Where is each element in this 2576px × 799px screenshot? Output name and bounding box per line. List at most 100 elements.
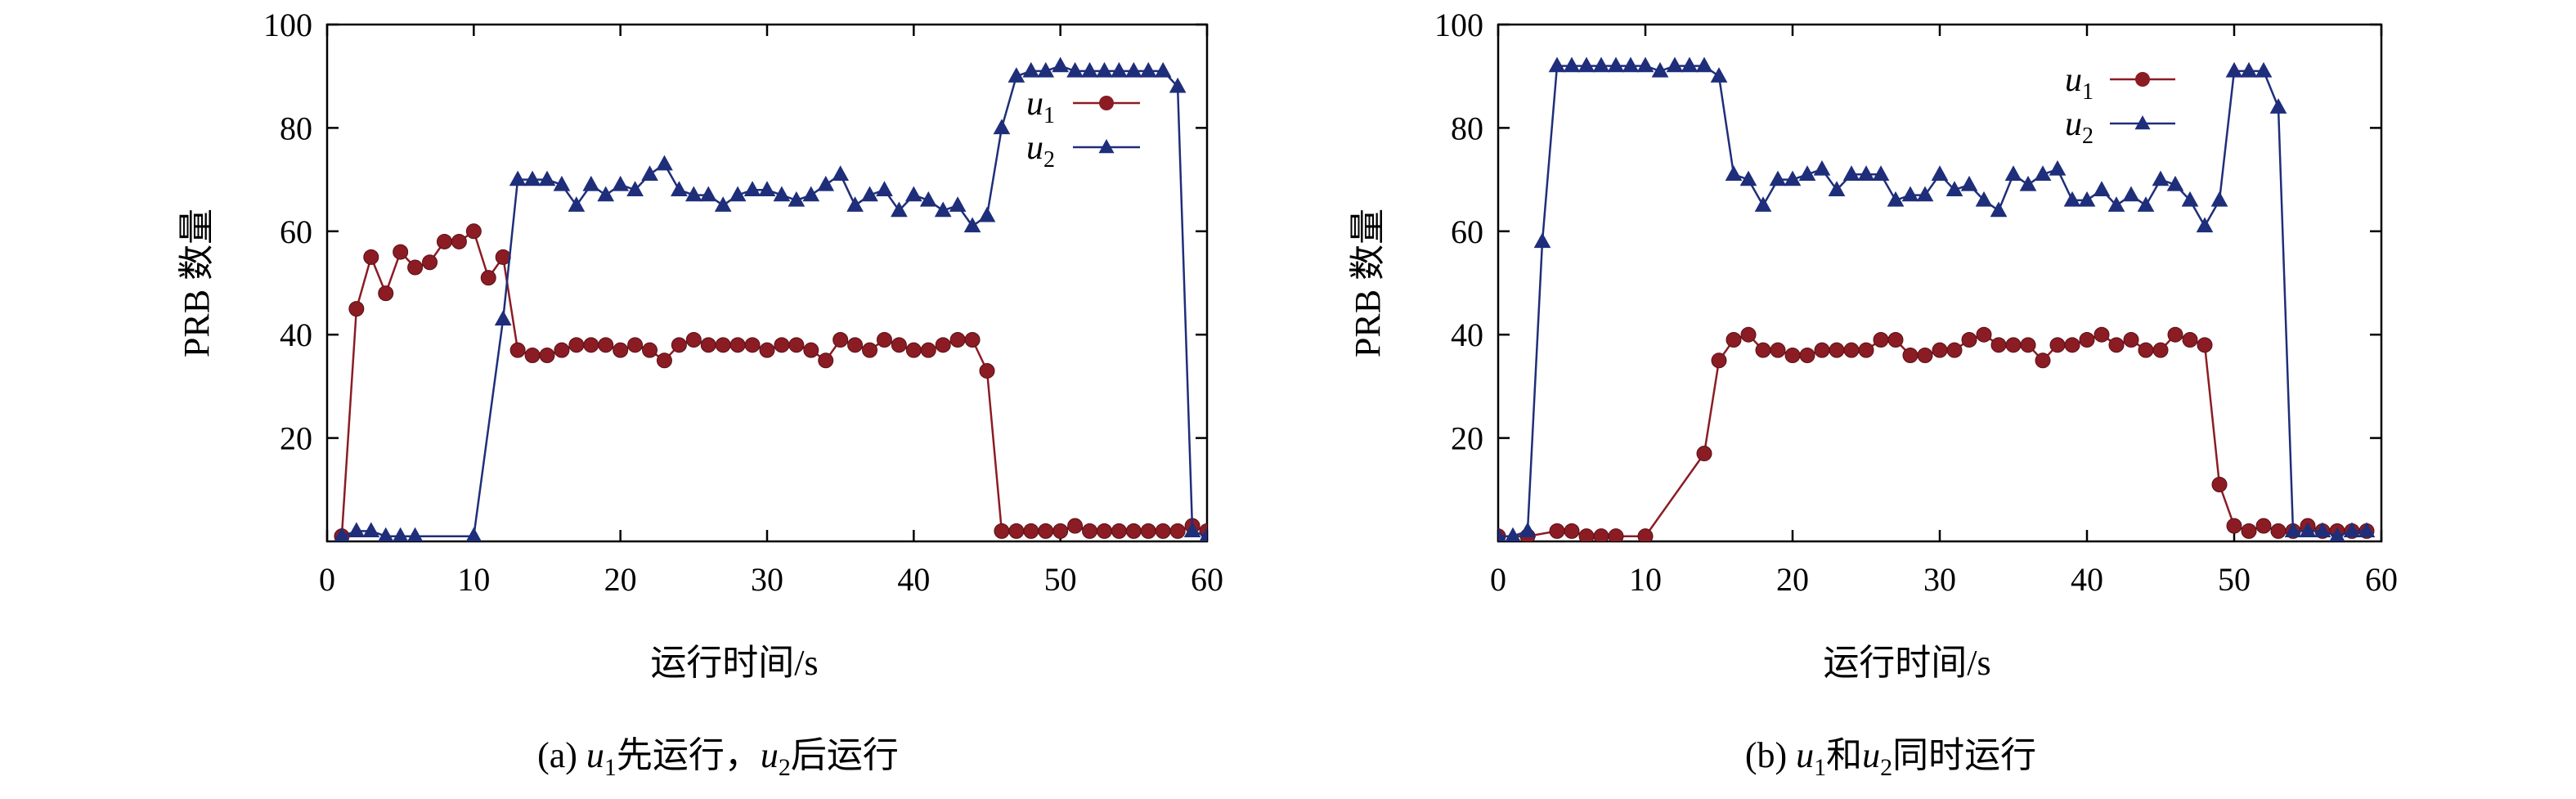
- data-point-u2: [978, 206, 996, 222]
- data-point-u2: [2049, 159, 2067, 176]
- data-point-u1: [2079, 332, 2095, 348]
- data-point-u2: [1857, 165, 1875, 181]
- y-tick-label: 20: [280, 420, 312, 457]
- data-point-u2: [465, 527, 482, 541]
- data-point-u2: [817, 175, 835, 191]
- data-point-u1: [1887, 332, 1904, 348]
- series-line-u2: [1498, 65, 2367, 538]
- y-tick-label: 80: [1451, 110, 1483, 146]
- figure-caption: (b) u1和u2同时运行: [1745, 735, 2036, 781]
- legend-label-main: u: [1026, 85, 1043, 123]
- data-point-u2: [1622, 56, 1640, 73]
- data-point-u2: [2063, 191, 2081, 207]
- data-point-u1: [1082, 523, 1098, 539]
- data-point-u1: [2035, 352, 2051, 369]
- x-tick-label: 30: [1923, 561, 1956, 598]
- data-point-u1: [1038, 523, 1054, 539]
- data-point-u2: [1945, 181, 1963, 196]
- data-point-u2: [993, 119, 1011, 135]
- data-point-u2: [904, 186, 922, 202]
- data-point-u2: [861, 186, 878, 202]
- x-tick-label: 50: [2218, 561, 2251, 598]
- data-point-u2: [684, 186, 702, 202]
- data-point-u2: [1651, 61, 1669, 78]
- data-point-u2: [1022, 61, 1040, 78]
- data-point-u1: [935, 337, 951, 353]
- data-point-u1: [480, 270, 496, 286]
- data-point-u2: [1636, 56, 1654, 73]
- y-tick-label: 60: [280, 213, 312, 250]
- data-point-u2: [334, 527, 350, 541]
- x-tick-label: 20: [604, 561, 637, 598]
- data-point-u1: [2167, 326, 2183, 343]
- data-point-u1: [2138, 342, 2154, 358]
- data-point-u2: [699, 186, 717, 202]
- data-point-u2: [788, 191, 806, 207]
- data-point-u1: [509, 342, 526, 358]
- x-tick-label: 0: [1490, 561, 1506, 598]
- data-point-u1: [2005, 337, 2022, 353]
- data-point-u1: [994, 523, 1010, 539]
- series-u2: [1498, 56, 2376, 541]
- data-point-u1: [920, 342, 936, 358]
- data-point-u1: [2049, 337, 2066, 353]
- data-point-u2: [2137, 196, 2155, 212]
- data-point-u1: [348, 301, 365, 317]
- data-point-u1: [1829, 342, 1845, 358]
- legend-label-u1: u1: [2065, 61, 2094, 105]
- data-point-u2: [963, 217, 981, 233]
- data-point-u2: [1607, 56, 1625, 73]
- data-point-u1: [539, 347, 555, 363]
- legend-label-sub: 1: [1043, 103, 1055, 128]
- data-point-u2: [348, 522, 366, 538]
- data-point-u2: [1975, 191, 1993, 207]
- data-point-u2: [1872, 165, 1890, 181]
- data-point-u1: [2197, 337, 2213, 353]
- data-point-u1: [803, 342, 819, 358]
- data-point-u1: [627, 337, 644, 353]
- data-point-u1: [1858, 342, 1874, 358]
- data-point-u2: [407, 527, 424, 541]
- y-tick-label: 40: [280, 316, 312, 353]
- data-point-u1: [847, 337, 864, 353]
- x-tick-label: 60: [1191, 561, 1223, 598]
- data-point-u1: [2226, 518, 2242, 534]
- data-point-u1: [436, 233, 452, 249]
- data-point-u1: [788, 337, 805, 353]
- data-point-u2: [1725, 165, 1743, 181]
- data-point-u1: [1902, 347, 1919, 363]
- data-point-u2: [626, 181, 644, 196]
- data-point-u1: [729, 337, 746, 353]
- data-point-u1: [862, 342, 878, 358]
- legend-marker-u2: [2134, 115, 2151, 130]
- data-point-u1: [891, 337, 907, 353]
- data-point-u1: [583, 337, 599, 353]
- data-point-u1: [2270, 523, 2287, 539]
- data-point-u2: [1037, 61, 1055, 78]
- data-point-u2: [393, 527, 409, 541]
- data-point-u2: [1828, 181, 1846, 196]
- data-point-u2: [1901, 186, 1919, 202]
- data-point-u2: [714, 196, 732, 212]
- data-point-u2: [2358, 522, 2376, 538]
- data-point-u1: [1961, 332, 1977, 348]
- y-axis-title: PRB 数量: [177, 209, 217, 357]
- data-point-u1: [642, 342, 658, 358]
- data-point-u1: [964, 332, 981, 348]
- data-point-u1: [1608, 528, 1624, 541]
- data-point-u2: [523, 170, 541, 186]
- y-axis-title: PRB 数量: [1348, 209, 1388, 357]
- data-point-u2: [1592, 56, 1610, 73]
- data-point-u2: [846, 196, 864, 212]
- data-point-u2: [2343, 522, 2361, 538]
- data-point-u1: [2108, 337, 2125, 353]
- data-point-u2: [641, 165, 658, 181]
- data-point-u1: [613, 342, 629, 358]
- data-point-u1: [1755, 342, 1771, 358]
- data-point-u1: [1111, 523, 1127, 539]
- series-u1: [1498, 326, 2375, 541]
- caption-part: u: [1796, 735, 1814, 775]
- data-point-u1: [1578, 528, 1595, 541]
